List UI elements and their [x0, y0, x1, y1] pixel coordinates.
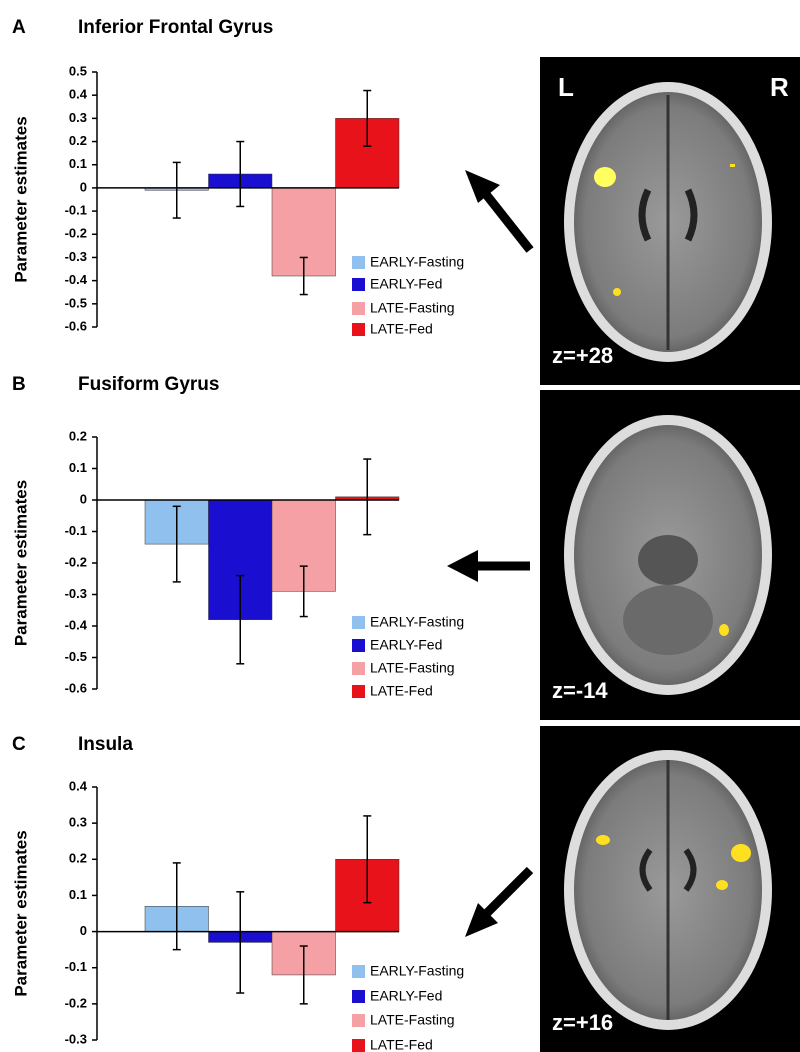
brain-images: [540, 57, 800, 1052]
legend-swatch: [352, 616, 365, 629]
y-tick-label: 0.5: [69, 63, 87, 78]
slice-label: z=+28: [552, 343, 613, 368]
slice-label: z=-14: [552, 678, 608, 703]
figure: A Inferior Frontal Gyrus Parameter estimat…: [0, 0, 800, 1052]
image-left-label: L: [558, 72, 574, 102]
y-tick-label: -0.1: [65, 203, 87, 218]
legend-label: LATE-Fasting: [370, 660, 455, 676]
legend-swatch: [352, 990, 365, 1003]
legend-label: LATE-Fed: [370, 683, 433, 699]
legend-label: EARLY-Fed: [370, 637, 442, 653]
y-tick-label: -0.6: [65, 318, 87, 333]
y-tick-label: -0.1: [65, 959, 87, 974]
y-tick-label: 0.1: [69, 887, 87, 902]
arrows: [447, 170, 530, 937]
legend-swatch: [352, 256, 365, 269]
legend-label: EARLY-Fed: [370, 276, 442, 292]
y-tick-label: -0.3: [65, 586, 87, 601]
legend-swatch: [352, 323, 365, 336]
legend-label: EARLY-Fasting: [370, 963, 464, 979]
legend-label: EARLY-Fasting: [370, 254, 464, 270]
y-tick-label: 0: [80, 491, 87, 506]
legend-label: LATE-Fed: [370, 321, 433, 337]
y-tick-label: 0: [80, 923, 87, 938]
legend-swatch: [352, 1039, 365, 1052]
y-tick-label: -0.4: [65, 617, 88, 632]
y-axis-label: Parameter estimates: [11, 830, 30, 996]
legend-swatch: [352, 965, 365, 978]
legend-swatch: [352, 685, 365, 698]
y-tick-label: 0.1: [69, 460, 87, 475]
slice-label: z=+16: [552, 1010, 613, 1035]
y-axis-label: Parameter estimates: [11, 480, 30, 646]
y-tick-label: -0.5: [65, 649, 87, 664]
y-tick-label: -0.2: [65, 226, 87, 241]
y-tick-label: 0.1: [69, 156, 87, 171]
legend-label: LATE-Fed: [370, 1037, 433, 1052]
chart-title: Fusiform Gyrus: [78, 374, 219, 395]
y-tick-label: -0.3: [65, 1031, 87, 1046]
legend-label: EARLY-Fed: [370, 988, 442, 1004]
panel-letter: A: [12, 17, 26, 38]
legend-swatch: [352, 639, 365, 652]
y-tick-label: -0.5: [65, 295, 87, 310]
y-tick-label: 0.4: [69, 87, 88, 102]
legend-swatch: [352, 662, 365, 675]
panel-letter: B: [12, 374, 26, 395]
panel-letter: C: [12, 734, 26, 755]
y-tick-label: -0.2: [65, 554, 87, 569]
legend-swatch: [352, 302, 365, 315]
y-tick-label: -0.6: [65, 680, 87, 695]
legend-label: LATE-Fasting: [370, 1012, 455, 1028]
y-tick-label: 0.2: [69, 851, 87, 866]
legend-swatch: [352, 1014, 365, 1027]
legend-label: LATE-Fasting: [370, 300, 455, 316]
y-tick-label: -0.4: [65, 272, 88, 287]
y-axis-label: Parameter estimates: [11, 116, 30, 282]
y-tick-label: 0: [80, 179, 87, 194]
y-tick-label: -0.1: [65, 523, 87, 538]
y-tick-label: -0.3: [65, 249, 87, 264]
y-tick-label: 0.3: [69, 815, 87, 830]
legend-swatch: [352, 278, 365, 291]
y-tick-label: 0.4: [69, 778, 88, 793]
legend-label: EARLY-Fasting: [370, 614, 464, 630]
image-right-label: R: [770, 72, 789, 102]
chart-title: Inferior Frontal Gyrus: [78, 17, 273, 38]
y-tick-label: 0.2: [69, 133, 87, 148]
y-tick-label: 0.3: [69, 110, 87, 125]
y-tick-label: 0.2: [69, 428, 87, 443]
y-tick-label: -0.2: [65, 995, 87, 1010]
chart-title: Insula: [78, 734, 133, 755]
